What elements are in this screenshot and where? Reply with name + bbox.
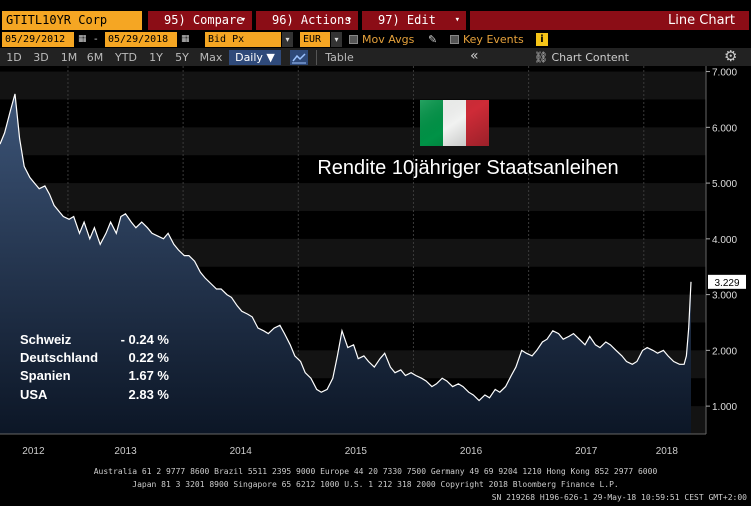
range-max-button[interactable]: Max xyxy=(199,51,223,64)
table-button[interactable]: Table xyxy=(316,50,362,65)
footer-line-1: Australia 61 2 9777 8600 Brazil 5511 239… xyxy=(93,467,658,476)
chart-content-label: Chart Content xyxy=(551,51,629,64)
y-tick-label: 6.000 xyxy=(712,123,737,134)
range-3d-button[interactable]: 3D xyxy=(33,51,49,64)
pen-icon[interactable]: ✎ xyxy=(428,33,438,46)
compare-country-4: USA xyxy=(20,387,48,402)
compare-country-2: Deutschland xyxy=(20,350,98,365)
actions-menu-label: 96) Actions xyxy=(272,13,352,27)
compare-value-4: 2.83 % xyxy=(129,387,170,402)
yield-area xyxy=(0,93,691,435)
y-tick-label: 4.000 xyxy=(712,235,737,246)
currency-dropdown-icon[interactable]: ▾ xyxy=(331,32,342,47)
flag-shade xyxy=(420,100,489,146)
x-tick-label: 2013 xyxy=(114,446,137,457)
info-icon[interactable]: i xyxy=(536,33,548,46)
footer-line-3: SN 219268 H196-626-1 29-May-18 10:59:51 … xyxy=(491,493,747,502)
key-events-checkbox[interactable] xyxy=(450,35,459,44)
menu-bar: GTITL10YR Corp 95) Compare ▾ 96) Actions… xyxy=(0,0,751,31)
x-axis-band xyxy=(0,434,706,464)
x-axis: 2012 2013 2014 2015 2016 2017 2018 xyxy=(22,446,678,457)
yield-line xyxy=(0,93,692,402)
compare-menu-label: 95) Compare xyxy=(164,13,244,27)
collapse-icon[interactable]: « xyxy=(470,48,479,64)
end-date-field[interactable]: 05/29/2018 xyxy=(105,32,177,47)
settings-bar: 05/29/2012 ▦ - 05/29/2018 ▦ Bid Px ▾ EUR… xyxy=(0,31,751,48)
compare-value-2: 0.22 % xyxy=(129,350,170,365)
compare-country-3: Spanien xyxy=(20,368,71,383)
frequency-select[interactable]: Daily ▼ xyxy=(229,50,281,65)
grid-band xyxy=(0,71,706,100)
ticker-field[interactable]: GTITL10YR Corp xyxy=(2,11,142,30)
annotation-title: Rendite 10jähriger Staatsanleihen xyxy=(317,157,618,179)
compare-value-3: 1.67 % xyxy=(129,368,170,383)
range-1d-button[interactable]: 1D xyxy=(6,51,22,64)
y-tick-label: 1.000 xyxy=(712,402,737,413)
italy-flag-icon xyxy=(420,100,489,146)
y-axis: 1.000 2.000 3.000 4.000 5.000 6.000 7.000 xyxy=(706,68,737,413)
mov-avgs-checkbox[interactable] xyxy=(349,35,358,44)
last-value-text: 3.229 xyxy=(714,278,739,289)
key-events-label: Key Events xyxy=(463,33,524,46)
x-tick-label: 2017 xyxy=(575,446,598,457)
line-chart-glyph xyxy=(292,53,306,64)
range-1y-button[interactable]: 1Y xyxy=(149,51,163,64)
chart-type-label: Line Chart xyxy=(470,11,749,30)
range-1m-button[interactable]: 1M xyxy=(60,51,78,64)
x-tick-label: 2012 xyxy=(22,446,45,457)
start-calendar-icon[interactable]: ▦ xyxy=(78,34,87,44)
actions-menu[interactable]: 96) Actions ▾ xyxy=(256,11,358,30)
actions-dropdown-icon: ▾ xyxy=(346,15,352,25)
chart-content-icon: ⛓ xyxy=(534,51,548,64)
x-tick-label: 2016 xyxy=(460,446,483,457)
mov-avgs-label: Mov Avgs xyxy=(362,33,415,46)
y-tick-label: 2.000 xyxy=(712,346,737,357)
footer-line-2: Japan 81 3 3201 8900 Singapore 65 6212 1… xyxy=(132,480,619,489)
price-chart[interactable]: 1.000 2.000 3.000 4.000 5.000 6.000 7.000 2012… xyxy=(0,66,751,506)
edit-menu[interactable]: 97) Edit ▾ xyxy=(362,11,466,30)
range-5y-button[interactable]: 5Y xyxy=(175,51,189,64)
x-tick-label: 2018 xyxy=(656,446,679,457)
range-ytd-button[interactable]: YTD xyxy=(115,51,137,64)
grid-band xyxy=(0,127,706,156)
edit-menu-label: 97) Edit xyxy=(378,13,436,27)
y-tick-label: 7.000 xyxy=(712,68,737,79)
range-6m-button[interactable]: 6M xyxy=(86,51,104,64)
compare-country-1: Schweiz xyxy=(20,332,72,347)
end-calendar-icon[interactable]: ▦ xyxy=(181,34,190,44)
grid-band xyxy=(0,183,706,211)
compare-dropdown-icon: ▾ xyxy=(240,15,246,25)
y-tick-label: 3.000 xyxy=(712,291,737,302)
gear-icon[interactable]: ⚙ xyxy=(724,47,738,65)
date-separator: - xyxy=(94,34,98,45)
start-date-field[interactable]: 05/29/2012 xyxy=(2,32,74,47)
compare-value-1: - 0.24 % xyxy=(121,332,170,347)
y-tick-label: 5.000 xyxy=(712,179,737,190)
range-bar: 1D 3D 1M 6M YTD 1Y 5Y Max Daily ▼ Table … xyxy=(0,48,751,66)
last-value-box xyxy=(708,274,746,289)
field-dropdown-icon[interactable]: ▾ xyxy=(282,32,293,47)
comparison-table: Schweiz - 0.24 % Deutschland 0.22 % Span… xyxy=(20,332,169,402)
edit-dropdown-icon: ▾ xyxy=(454,15,460,25)
chart-content-button[interactable]: ⛓ Chart Content xyxy=(534,50,629,65)
field-select[interactable]: Bid Px xyxy=(205,32,281,47)
x-tick-label: 2015 xyxy=(345,446,368,457)
line-chart-icon[interactable] xyxy=(290,50,308,65)
last-value-marker: 3.229 xyxy=(708,274,746,289)
compare-menu[interactable]: 95) Compare ▾ xyxy=(148,11,252,30)
currency-select[interactable]: EUR xyxy=(300,32,330,47)
x-tick-label: 2014 xyxy=(230,446,253,457)
